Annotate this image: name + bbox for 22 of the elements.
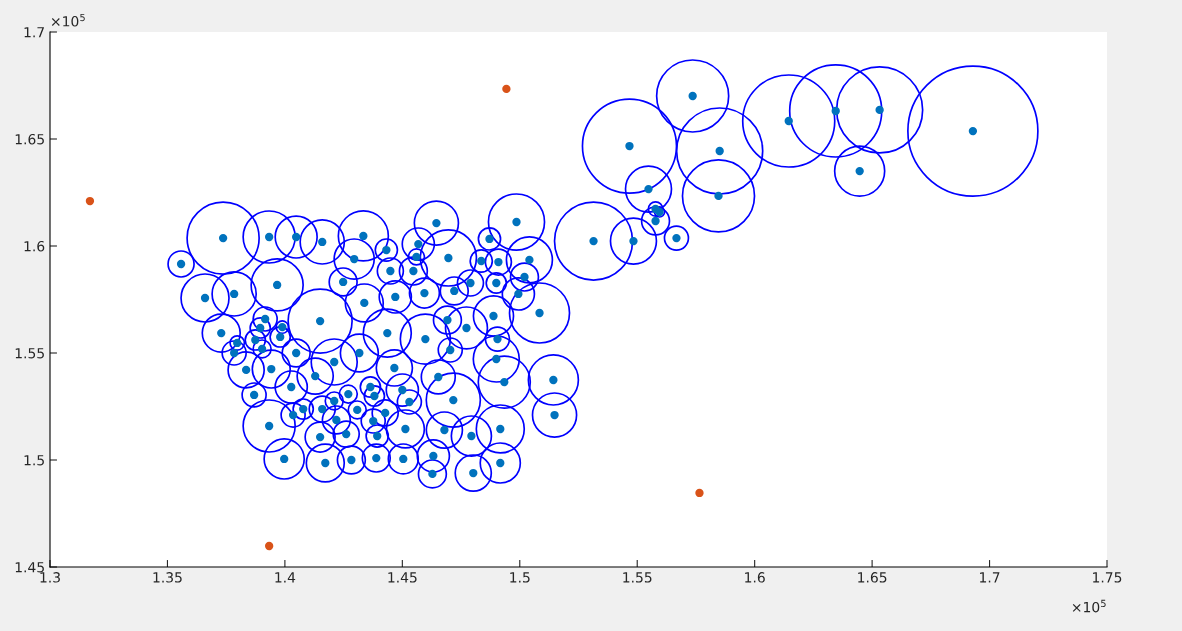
x-tick-label: 1.75 — [1093, 572, 1122, 583]
x-tick-label: 1.55 — [623, 572, 652, 583]
x-tick-label: 1.35 — [153, 572, 182, 583]
x-tick-label: 1.65 — [858, 572, 887, 583]
point — [502, 84, 511, 94]
point — [695, 488, 704, 498]
point — [264, 541, 274, 551]
x-tick-label: 1.4 — [275, 572, 296, 583]
x-tick-label: 1.5 — [510, 572, 530, 583]
x-tick-label: 1.3 — [40, 572, 60, 583]
y-tick-label: 1.45 — [15, 562, 44, 573]
y-tick-label: 1.55 — [15, 348, 44, 359]
x-tick-label: 1.6 — [745, 572, 765, 583]
y-tick-label: 1.6 — [24, 240, 45, 252]
x-tick-label: 1.45 — [388, 572, 417, 583]
x-tick-label: 1.7 — [980, 572, 1000, 583]
y-tick-label: 1.5 — [24, 455, 44, 466]
text: ×10$^{5}$ — [1072, 599, 1106, 613]
y-tick-label: 1.7 — [24, 27, 44, 38]
point — [85, 196, 95, 206]
y-tick-label: 1.65 — [15, 133, 44, 145]
text: ×10$^{5}$ — [51, 13, 85, 27]
